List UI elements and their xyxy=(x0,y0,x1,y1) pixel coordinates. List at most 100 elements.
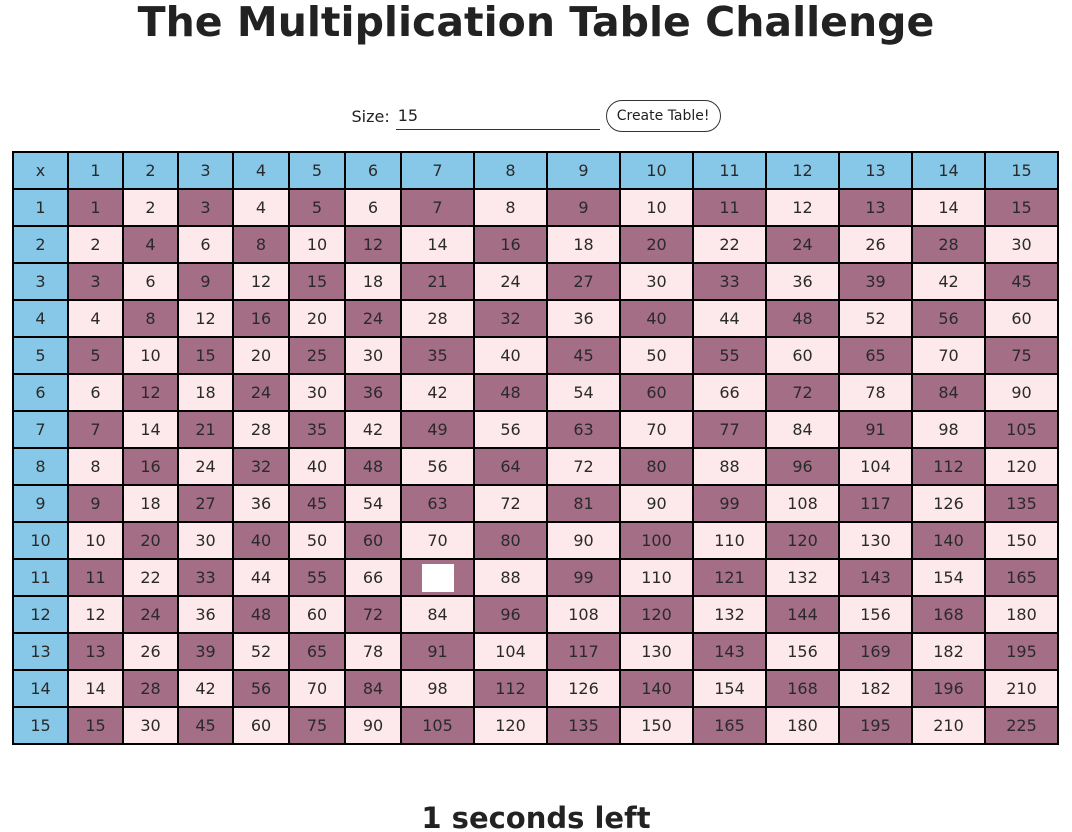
product-cell: 120 xyxy=(473,706,548,745)
row-header-cell: 6 xyxy=(12,373,69,412)
product-cell: 36 xyxy=(546,299,621,338)
product-cell: 26 xyxy=(838,225,913,264)
column-header-cell: 5 xyxy=(288,151,346,190)
product-cell: 90 xyxy=(546,521,621,560)
product-cell: 28 xyxy=(122,669,179,708)
product-cell: 98 xyxy=(911,410,986,449)
product-cell: 60 xyxy=(619,373,694,412)
column-header-cell: 8 xyxy=(473,151,548,190)
product-cell: 135 xyxy=(546,706,621,745)
product-cell: 16 xyxy=(122,447,179,486)
product-cell: 39 xyxy=(838,262,913,301)
product-cell: 99 xyxy=(546,558,621,597)
row-header-cell: 15 xyxy=(12,706,69,745)
product-cell: 21 xyxy=(177,410,234,449)
product-cell: 108 xyxy=(765,484,840,523)
product-cell: 98 xyxy=(400,669,475,708)
product-cell: 90 xyxy=(984,373,1059,412)
product-cell: 75 xyxy=(288,706,346,745)
column-header-cell: 7 xyxy=(400,151,475,190)
product-cell: 104 xyxy=(473,632,548,671)
product-cell: 50 xyxy=(619,336,694,375)
size-input[interactable] xyxy=(395,102,600,130)
product-cell: 195 xyxy=(984,632,1059,671)
table-row: 14 14 28 42 56 70 84 98 112 126 140 154 168 182 196 210 xyxy=(12,669,1059,708)
product-cell: 84 xyxy=(911,373,986,412)
product-cell: 105 xyxy=(400,706,475,745)
product-cell: 144 xyxy=(765,595,840,634)
table-row: 4 4 8 12 16 20 24 28 32 36 40 44 48 52 56 60 xyxy=(12,299,1059,338)
row-header-cell: 2 xyxy=(12,225,69,264)
product-cell: 140 xyxy=(911,521,986,560)
product-cell: 96 xyxy=(473,595,548,634)
table-row: 5 5 10 15 20 25 30 35 40 45 50 55 60 65 70 75 xyxy=(12,336,1059,375)
product-cell: 6 xyxy=(122,262,179,301)
row-header-cell: 5 xyxy=(12,336,69,375)
hidden-answer-cell[interactable] xyxy=(400,558,475,597)
timer-text: 1 seconds left xyxy=(421,801,651,832)
table-row: 2 2 4 6 8 10 12 14 16 18 20 22 24 26 28 30 xyxy=(12,225,1059,264)
product-cell: 72 xyxy=(765,373,840,412)
product-cell: 42 xyxy=(344,410,402,449)
product-cell: 108 xyxy=(546,595,621,634)
product-cell: 77 xyxy=(692,410,767,449)
product-cell: 120 xyxy=(765,521,840,560)
product-cell: 8 xyxy=(232,225,290,264)
product-cell: 3 xyxy=(67,262,124,301)
row-header-cell: 11 xyxy=(12,558,69,597)
product-cell: 18 xyxy=(122,484,179,523)
product-cell: 84 xyxy=(765,410,840,449)
product-cell: 56 xyxy=(400,447,475,486)
create-table-button[interactable]: Create Table! xyxy=(605,100,721,132)
product-cell: 54 xyxy=(344,484,402,523)
product-cell: 60 xyxy=(984,299,1059,338)
column-header-cell: 14 xyxy=(911,151,986,190)
row-header-cell: 14 xyxy=(12,669,69,708)
product-cell: 28 xyxy=(400,299,475,338)
product-cell: 32 xyxy=(473,299,548,338)
row-header-cell: 1 xyxy=(12,188,69,227)
product-cell: 21 xyxy=(400,262,475,301)
product-cell: 18 xyxy=(546,225,621,264)
product-cell: 156 xyxy=(838,595,913,634)
product-cell: 150 xyxy=(619,706,694,745)
product-cell: 30 xyxy=(984,225,1059,264)
product-cell: 60 xyxy=(344,521,402,560)
column-header-cell: 15 xyxy=(984,151,1059,190)
product-cell: 6 xyxy=(67,373,124,412)
product-cell: 90 xyxy=(344,706,402,745)
product-cell: 9 xyxy=(67,484,124,523)
table-row: 3 3 6 9 12 15 18 21 24 27 30 33 36 39 42 45 xyxy=(12,262,1059,301)
product-cell: 120 xyxy=(984,447,1059,486)
product-cell: 18 xyxy=(344,262,402,301)
product-cell: 44 xyxy=(232,558,290,597)
product-cell: 72 xyxy=(546,447,621,486)
product-cell: 26 xyxy=(122,632,179,671)
product-cell: 50 xyxy=(288,521,346,560)
product-cell: 8 xyxy=(473,188,548,227)
product-cell: 30 xyxy=(344,336,402,375)
product-cell: 165 xyxy=(692,706,767,745)
table-header-row: x 1 2 3 4 5 6 7 8 9 10 11 12 13 14 15 xyxy=(12,151,1059,190)
product-cell: 56 xyxy=(473,410,548,449)
multiplication-table: x 1 2 3 4 5 6 7 8 9 10 11 12 13 14 15 1 1 2 3 4 5 6 7 8 9 10 11 12 13… xyxy=(12,151,1059,745)
product-cell: 112 xyxy=(911,447,986,486)
product-cell: 99 xyxy=(692,484,767,523)
product-cell: 14 xyxy=(122,410,179,449)
answer-input-box[interactable] xyxy=(421,563,454,592)
column-header-cell: 2 xyxy=(122,151,179,190)
product-cell: 8 xyxy=(67,447,124,486)
multiplication-table-wrapper: x 1 2 3 4 5 6 7 8 9 10 11 12 13 14 15 1 1 2 3 4 5 6 7 8 9 10 11 12 13… xyxy=(12,151,1059,745)
product-cell: 10 xyxy=(67,521,124,560)
row-header-cell: 13 xyxy=(12,632,69,671)
table-row: 15 15 30 45 60 75 90 105 120 135 150 165 180 195 210 22… xyxy=(12,706,1059,745)
product-cell: 24 xyxy=(765,225,840,264)
product-cell: 45 xyxy=(288,484,346,523)
row-header-cell: 8 xyxy=(12,447,69,486)
row-header-cell: 12 xyxy=(12,595,69,634)
row-header-cell: 3 xyxy=(12,262,69,301)
product-cell: 45 xyxy=(546,336,621,375)
product-cell: 45 xyxy=(177,706,234,745)
product-cell: 110 xyxy=(619,558,694,597)
